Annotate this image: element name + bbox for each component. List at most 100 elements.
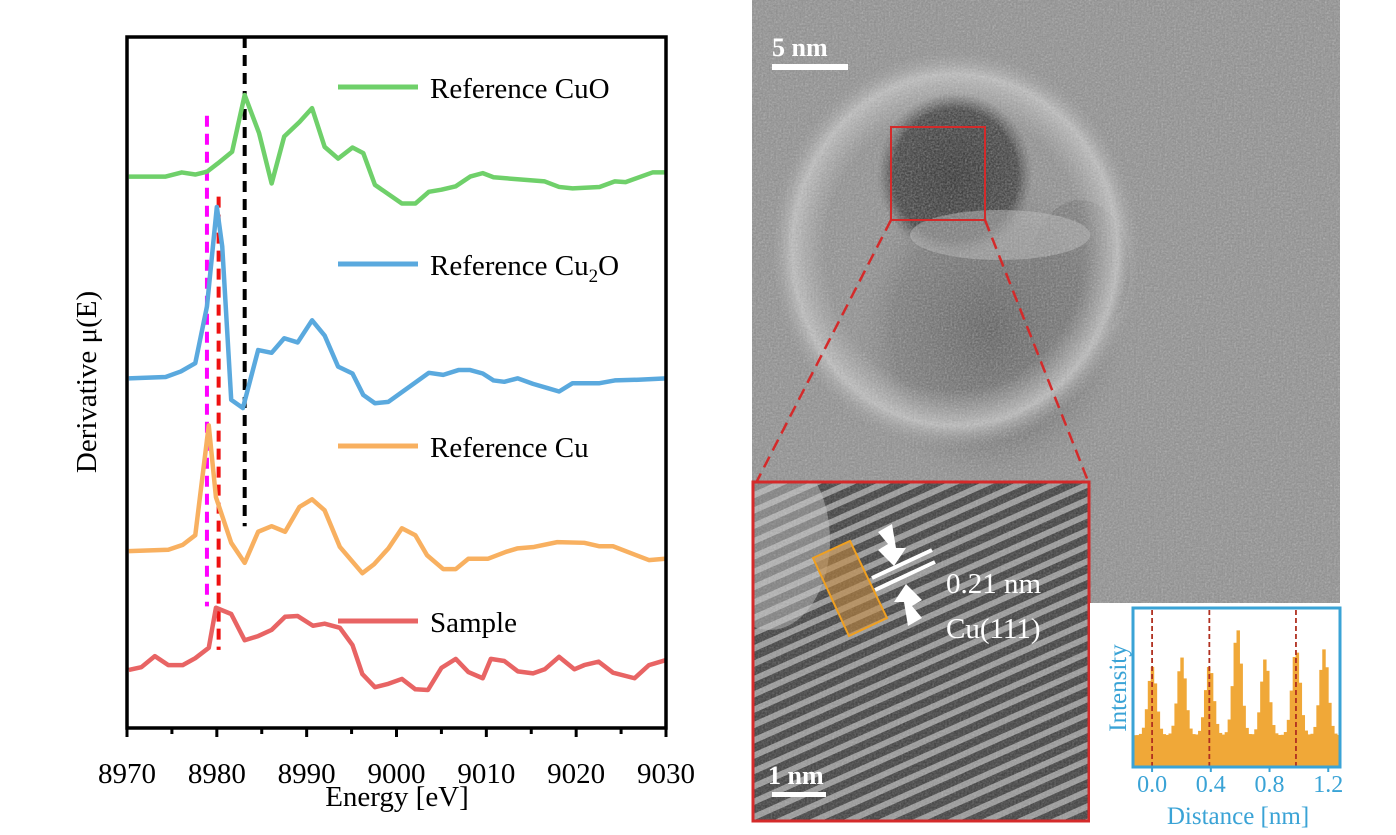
profile-bar: [1138, 733, 1143, 767]
profile-bar: [1230, 686, 1235, 767]
series-line: [128, 204, 667, 411]
profile-bar: [1215, 723, 1220, 767]
scale-bar-label-main: 5 nm: [772, 33, 828, 62]
y-axis-label: Derivative μ(E): [71, 291, 103, 473]
profile-bar: [1189, 728, 1193, 767]
profile-region-box: [811, 539, 889, 638]
profile-bar: [1203, 690, 1208, 767]
profile-bar: [1313, 726, 1317, 767]
profile-bar: [1254, 729, 1258, 767]
profile-bar: [1162, 734, 1167, 767]
profile-bar: [1274, 733, 1279, 767]
profile-bar: [1183, 678, 1187, 767]
profile-bar: [1260, 681, 1264, 767]
profile-bar: [1316, 705, 1320, 767]
x-tick-label: 9020: [547, 758, 605, 790]
profile-bar: [1227, 719, 1232, 767]
profile-bar: [1304, 730, 1308, 767]
legend-label: Reference CuO: [430, 73, 610, 105]
zoom-region-box: [890, 126, 986, 221]
profile-bar: [1289, 690, 1294, 767]
profile-bar: [1165, 734, 1169, 767]
profile-bar: [1195, 734, 1199, 767]
profile-bar: [1198, 730, 1202, 767]
series-line: [128, 605, 666, 693]
profile-bar: [1224, 732, 1229, 767]
profile-bar: [1248, 734, 1252, 767]
profile-bar: [1331, 725, 1335, 767]
profile-bar: [1257, 712, 1261, 767]
intensity-profile-chart: 0.0 0.4 0.8 1.2 Intensity Distance [nm]: [1090, 603, 1396, 835]
profile-bar: [1280, 734, 1285, 767]
x-tick-label: 9010: [457, 758, 515, 790]
inset-frame: [751, 480, 1091, 823]
profile-bar: [1192, 734, 1196, 767]
profile-bar: [1322, 649, 1326, 767]
profile-bar: [1171, 725, 1175, 767]
profile-bar: [1168, 733, 1172, 767]
profile-bar: [1266, 670, 1270, 767]
series-line: [128, 92, 666, 206]
profile-bar: [1144, 709, 1149, 767]
hrtem-inset: 0.21 nm Cu(111) 1 nm: [751, 480, 1091, 823]
profile-bar: [1301, 715, 1306, 767]
tem-image: 5 nm: [752, 0, 1340, 603]
profile-bar: [1334, 733, 1338, 767]
profile-bar: [1177, 671, 1181, 767]
arrow-up-icon: [894, 584, 922, 626]
series-line: [128, 423, 666, 576]
profile-bar: [1251, 734, 1255, 767]
profile-bar: [1233, 642, 1237, 767]
x-tick-label: 8970: [98, 758, 156, 790]
profile-x-label: Distance [nm]: [1167, 803, 1309, 830]
profile-bar: [1180, 657, 1184, 767]
profile-x-tick-label: 0.4: [1196, 772, 1226, 798]
lattice-line-1: [871, 548, 933, 580]
profile-x-tick-label: 1.2: [1313, 772, 1343, 798]
legend-label: Sample: [430, 607, 517, 639]
zoom-connector-left: [755, 219, 893, 482]
profile-x-tick-label: 0.0: [1137, 772, 1167, 798]
x-axis-label: Energy [eV]: [325, 781, 469, 813]
profile-frame: [1131, 606, 1342, 769]
profile-bar: [1153, 683, 1158, 767]
profile-bar: [1141, 727, 1146, 767]
profile-bar: [1212, 701, 1217, 767]
x-tick-label: 8980: [188, 758, 246, 790]
zoom-connector-right: [983, 219, 1090, 482]
profile-bar: [1325, 667, 1329, 767]
scale-bar-inset: [772, 792, 826, 797]
arrow-down-icon: [878, 524, 906, 566]
profile-bar: [1156, 711, 1161, 767]
profile-bar: [1174, 703, 1178, 767]
scale-bar-main: [772, 64, 848, 70]
profile-bar: [1239, 663, 1243, 767]
profile-bar: [1236, 630, 1240, 767]
profile-bar: [1218, 732, 1223, 767]
profile-bar: [1263, 659, 1267, 767]
profile-bar: [1277, 734, 1282, 767]
profile-bar: [1159, 728, 1164, 767]
xanes-derivative-chart: 8970 8980 8990 9000 9010 9020 9030 Reference C…: [71, 35, 695, 813]
profile-bar: [1133, 735, 1137, 767]
legend-label: Reference Cu: [430, 432, 589, 464]
profile-bar: [1292, 656, 1297, 767]
profile-bar: [1328, 702, 1332, 767]
profile-bar: [1242, 705, 1246, 767]
profile-bar: [1201, 717, 1205, 767]
profile-x-tick-label: 0.8: [1255, 772, 1285, 798]
profile-bar: [1221, 734, 1226, 767]
profile-y-label: Intensity: [1105, 644, 1132, 732]
profile-bar: [1295, 652, 1300, 767]
x-tick-label: 9030: [637, 758, 695, 790]
profile-bar: [1186, 710, 1190, 767]
profile-bar: [1209, 673, 1214, 767]
x-tick-label: 8990: [278, 758, 336, 790]
lattice-plane-label: Cu(111): [946, 613, 1041, 645]
profile-bar: [1269, 702, 1273, 767]
profile-bar: [1271, 725, 1276, 767]
profile-bar: [1298, 682, 1303, 767]
profile-bar: [1319, 669, 1323, 767]
x-tick-label: 9000: [368, 758, 426, 790]
profile-bar: [1245, 727, 1249, 767]
